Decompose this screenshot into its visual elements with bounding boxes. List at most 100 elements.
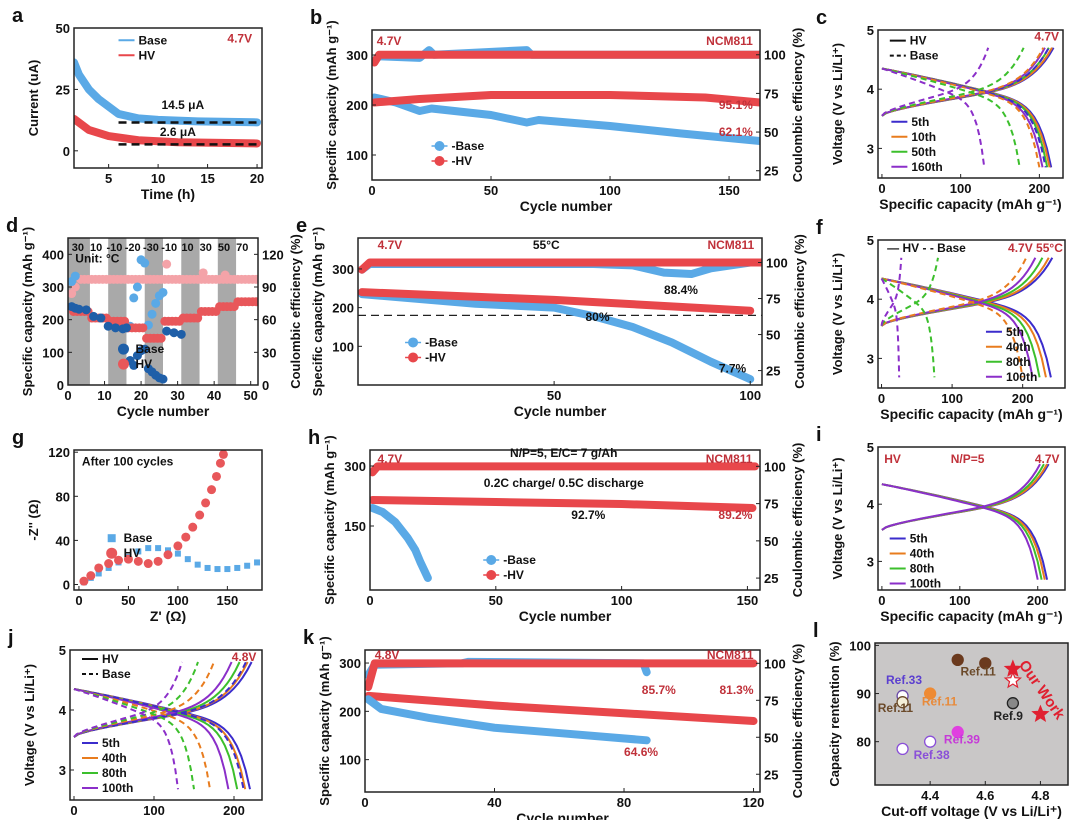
x-tick-label: 0	[368, 183, 375, 198]
x-axis-label: Cycle number	[519, 608, 612, 624]
y-tick-label: 90	[857, 687, 871, 702]
x-tick-label: 0	[75, 593, 82, 608]
y-tick-label: 300	[344, 459, 366, 474]
data-point	[181, 532, 191, 542]
data-point	[121, 323, 131, 333]
annotation: N/P=5	[951, 452, 985, 466]
series-band	[372, 50, 760, 67]
data-point	[215, 458, 225, 468]
y-axis-label: Specific capacity (mAh g⁻¹)	[322, 435, 337, 604]
annotation: Ref.11	[922, 695, 958, 709]
y-axis-label: -Z'' (Ω)	[26, 499, 41, 540]
circle-marker	[896, 742, 909, 756]
y2-tick-label: 50	[766, 328, 780, 343]
x-tick-label: 100	[143, 803, 165, 818]
x-tick-label: 50	[243, 388, 257, 403]
x-tick-label: 120	[743, 795, 765, 810]
panel-c: 0 100 200 3 4 5 Specific capacity (mAh g⁻¹) Vol…	[816, 7, 1064, 212]
y2-tick-label: 75	[764, 86, 778, 101]
legend-entry: HV	[118, 357, 152, 371]
legend-label: 5th	[102, 736, 120, 750]
x-tick-label: 100	[599, 183, 621, 198]
data-point	[140, 344, 150, 354]
y-tick-label: 80	[56, 489, 70, 504]
y2-tick-label: 75	[764, 693, 778, 708]
legend-marker	[434, 156, 445, 166]
plot-frame	[67, 237, 259, 386]
data-point	[224, 566, 231, 573]
discharge-curve-80th	[881, 483, 1043, 580]
annotation: 4.8V	[375, 648, 400, 662]
data-point	[151, 298, 161, 308]
x-tick-label: 20	[250, 171, 264, 186]
data-point	[251, 297, 258, 307]
charge-curve-10th	[881, 47, 1045, 117]
y2-tick-label: 30	[262, 345, 276, 360]
legend-label: Base	[102, 667, 131, 681]
annotation: 4.8V	[232, 650, 257, 664]
x-tick-label: 5	[105, 171, 112, 186]
panel-f: 0 100 200 3 4 5 Specific capacity (mAh g⁻¹) Vol…	[816, 217, 1066, 422]
y-tick-label: 100	[849, 638, 871, 653]
annotation: 4.7V	[1035, 452, 1060, 466]
data-point	[193, 313, 203, 323]
x-axis-label: Time (h)	[141, 186, 195, 202]
legend-label: HV	[910, 34, 927, 48]
legend-entry: HV	[118, 48, 155, 62]
legend-marker	[107, 534, 116, 543]
y-tick-label: 4	[59, 703, 67, 718]
y2-tick-label: 75	[766, 292, 780, 307]
data-point	[234, 564, 241, 571]
x-tick-label: 80	[617, 795, 631, 810]
legend-label: HV	[124, 546, 141, 560]
x-tick-label: 100	[949, 593, 971, 608]
plot-frame	[73, 27, 263, 169]
panel-l: 4.4 4.6 4.8 80 90 100 Cut-off voltage (V vs Li…	[813, 620, 1069, 819]
temperature-band	[181, 238, 200, 385]
legend-label: 100th	[102, 781, 133, 795]
x-axis-label: Z' (Ω)	[150, 608, 186, 624]
legend-label: 50th	[911, 145, 936, 159]
legend-label: -HV	[452, 154, 473, 168]
legend-label: 80th	[102, 766, 127, 780]
discharge-curve-5th	[73, 688, 251, 790]
y2-tick-label: 50	[764, 534, 778, 549]
annotation: 89.2%	[718, 508, 752, 522]
temperature-label: -10	[161, 242, 177, 254]
y2-axis-label: Coulombic efficiency (%)	[790, 644, 805, 799]
y-tick-label: 3	[59, 763, 66, 778]
data-point	[158, 374, 168, 384]
legend-entry: 40th	[985, 340, 1031, 354]
annotation: Ref.9	[994, 709, 1024, 723]
legend-label: 100th	[1006, 370, 1037, 384]
plot-frame	[874, 642, 1069, 786]
x-tick-label: 50	[547, 388, 561, 403]
annotation: 88.4%	[664, 283, 698, 297]
x-tick-label: 150	[737, 593, 759, 608]
legend-label: HV	[102, 652, 119, 666]
plot-area	[358, 258, 762, 384]
data-point	[111, 323, 120, 333]
x-axis-label: Cut-off voltage (V vs Li/Li⁺)	[881, 803, 1062, 819]
annotation: NCM811	[707, 238, 754, 252]
y-tick-label: 400	[42, 247, 64, 262]
legend-entry: -Base	[431, 139, 485, 153]
data-point	[207, 485, 217, 495]
legend-entry: -Base	[405, 335, 458, 349]
legend-label: 10th	[911, 130, 936, 144]
legend-label: Base	[139, 33, 168, 47]
y-tick-label: 120	[48, 445, 70, 460]
legend-label: HV	[136, 357, 153, 371]
data-point	[147, 309, 157, 319]
legend-label: 40th	[1006, 340, 1031, 354]
data-point	[162, 326, 172, 336]
data-point	[244, 562, 251, 569]
charge-curve-5th	[881, 47, 1050, 117]
x-tick-label: 4.6	[976, 788, 994, 803]
temperature-label: 10	[181, 242, 193, 254]
x-axis-label: Specific capacity (mAh g⁻¹)	[879, 196, 1061, 212]
series-band	[365, 691, 758, 725]
x-tick-label: 50	[489, 593, 503, 608]
series-band	[365, 695, 651, 745]
